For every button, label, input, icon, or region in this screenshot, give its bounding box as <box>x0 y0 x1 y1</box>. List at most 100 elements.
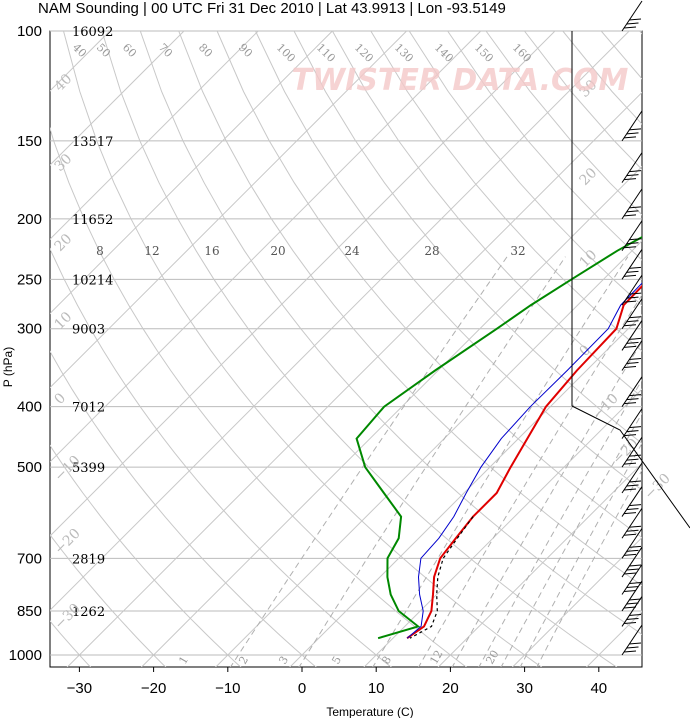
height-label: 10214 <box>72 273 113 288</box>
isotherm-line <box>50 31 333 315</box>
virtual-temperature-line <box>409 516 474 639</box>
wind-barb <box>621 624 643 656</box>
height-label: 1262 <box>72 605 105 620</box>
isotherm-line <box>363 388 642 667</box>
mixing-ratio-label: 32 <box>510 244 525 258</box>
dry-adiabat-line <box>178 31 642 587</box>
pressure-tick-label: 700 <box>17 550 42 567</box>
wind-barb-flag <box>628 170 642 173</box>
isotherm-line <box>50 31 556 537</box>
wind-barb <box>621 564 643 595</box>
x-tick-label: −10 <box>215 680 240 697</box>
wind-barb-flag <box>628 582 642 585</box>
wind-barb-flag <box>628 206 642 209</box>
wind-barb <box>621 546 643 578</box>
dry-adiabat-line <box>139 31 642 635</box>
wind-barb-flag <box>623 178 637 181</box>
x-tick-label: −30 <box>67 680 92 697</box>
dewpoint-line <box>406 282 642 639</box>
isotherm-line <box>660 31 690 668</box>
y-axis-label: P (hPa) <box>1 347 15 387</box>
mixing-ratio-line <box>229 256 508 667</box>
isotherm-group <box>50 31 690 668</box>
wind-barb-flag <box>626 210 639 213</box>
wind-barb-flag <box>623 246 637 249</box>
wind-barb <box>621 298 643 330</box>
isotherm-line <box>50 31 482 463</box>
wind-barb-flag <box>623 553 637 556</box>
height-label: 5399 <box>72 461 105 476</box>
wind-barb-flag <box>623 136 637 139</box>
mixing-ratio-line <box>418 294 642 667</box>
height-label: 11652 <box>72 213 113 228</box>
mixing-ratio-label: 16 <box>204 244 219 258</box>
isotherm-line <box>140 165 642 667</box>
watermark-logo: TWISTER DATA.COM <box>292 63 629 98</box>
wind-barb-flag <box>626 617 639 620</box>
wind-barb-flag <box>626 430 639 433</box>
x-axis-label: Temperature (C) <box>326 705 413 718</box>
mixing-ratio-line <box>372 256 629 667</box>
moist-adiabat-label: 20 <box>483 648 501 667</box>
dry-adiabat-line <box>50 350 317 667</box>
wind-barb-flag <box>628 337 642 340</box>
pressure-tick-label: 500 <box>17 459 42 476</box>
wind-barb-flag <box>626 174 639 177</box>
mixing-ratio-line <box>478 379 642 667</box>
pressure-tick-label: 100 <box>17 23 42 40</box>
wind-barb-flag <box>623 533 637 536</box>
mixing-ratio-line <box>536 469 642 667</box>
wind-barb-flag <box>626 484 639 487</box>
dry-adiabat-line <box>408 31 642 307</box>
x-tick-label: −20 <box>141 680 166 697</box>
wind-barb-flag <box>626 362 639 364</box>
wind-barb-flag <box>626 529 639 532</box>
wind-barb-flag <box>626 586 639 589</box>
isotherm-line <box>50 31 630 611</box>
mixing-ratio-label: 24 <box>344 244 360 258</box>
wind-barb-flag <box>626 341 639 344</box>
mixing-ratio-label: 20 <box>270 244 285 258</box>
dry-adiabat-line <box>101 31 618 667</box>
mixing-ratio-label: 8 <box>96 244 104 258</box>
wind-barb-flag <box>626 398 639 401</box>
height-label: 13517 <box>72 135 113 150</box>
wind-barb-flag <box>626 602 639 605</box>
wind-barb-flag <box>623 606 637 609</box>
wind-barb-flag <box>623 590 637 593</box>
dry-adiabat-line <box>216 31 642 539</box>
pressure-tick-label: 1000 <box>9 647 42 664</box>
wind-barb-flag <box>628 545 642 548</box>
wind-barb <box>621 596 643 627</box>
x-tick-label: 0 <box>298 680 306 697</box>
pressure-tick-label: 150 <box>17 133 42 150</box>
wind-barb-flag <box>623 300 637 303</box>
x-tick-label: 40 <box>590 680 607 697</box>
sounding-series <box>355 235 642 640</box>
dry-adiabat-line <box>63 31 543 667</box>
pressure-tick-label: 850 <box>17 603 42 620</box>
wind-barb-flag <box>623 402 637 405</box>
wind-barb <box>621 408 643 439</box>
height-label: 2819 <box>72 552 105 567</box>
wind-barb <box>621 436 643 468</box>
dry-adiabat-line <box>639 31 642 35</box>
wind-barb-flag <box>623 621 637 624</box>
wind-barb-flag <box>626 22 639 25</box>
wind-barb-flag <box>628 454 642 457</box>
wind-barb <box>621 528 643 559</box>
wind-barb-flag <box>626 296 639 299</box>
wind-barb-flag <box>628 18 642 21</box>
pressure-tick-label: 300 <box>17 321 42 338</box>
dry-adiabat-line <box>50 620 92 667</box>
wind-barb-flag <box>626 132 639 135</box>
x-tick-label: 20 <box>442 680 459 697</box>
wind-barb-flag <box>628 480 642 483</box>
wind-barb-flag <box>623 488 637 491</box>
mixing-ratio-line <box>451 340 642 667</box>
wind-barb <box>621 110 643 142</box>
dry-adiabat-line <box>293 31 642 444</box>
dry-adiabat-line <box>50 126 467 667</box>
wind-barb <box>621 220 643 252</box>
